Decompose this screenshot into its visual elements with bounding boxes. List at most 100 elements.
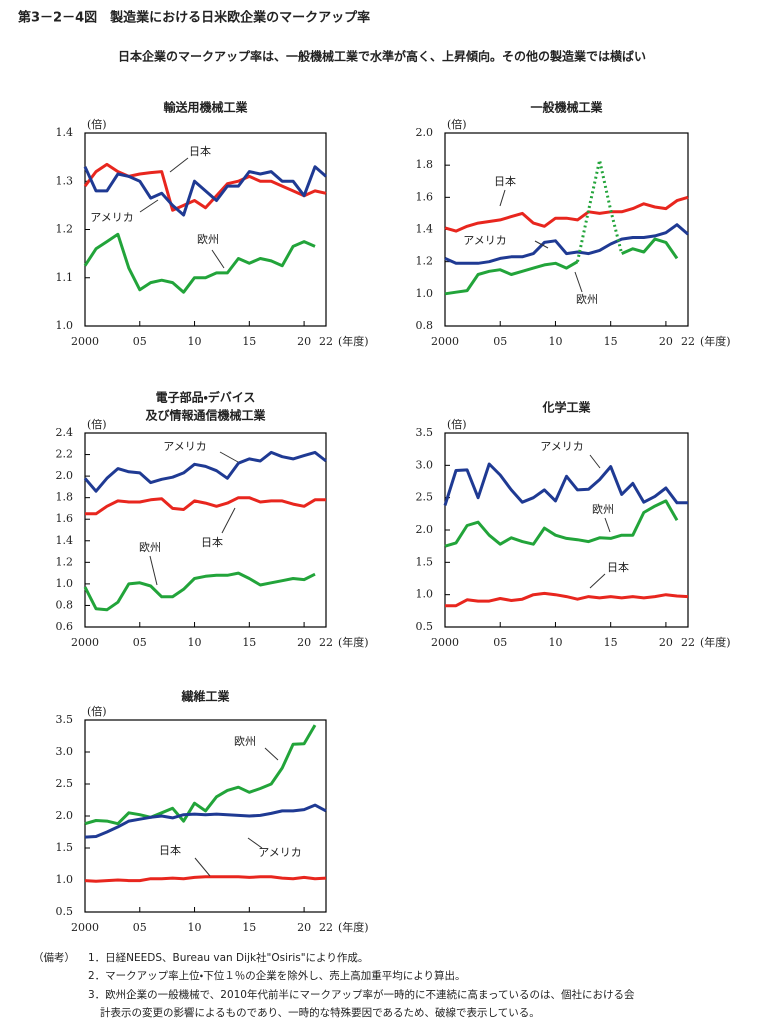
x-tick-label: 20 xyxy=(297,636,311,649)
leader-line xyxy=(264,747,279,761)
x-tick-label: 05 xyxy=(133,921,147,934)
series-label: 欧州 xyxy=(592,502,614,516)
y-tick-label: 2.0 xyxy=(56,469,74,482)
x-tick-label: 22 xyxy=(681,636,695,649)
series-line xyxy=(83,165,327,217)
x-tick-label: 05 xyxy=(493,636,507,649)
leader-line xyxy=(221,507,236,534)
y-tick-label: 1.1 xyxy=(56,271,74,284)
series-label: アメリカ xyxy=(90,211,133,224)
x-tick-label: 2000 xyxy=(431,636,459,649)
y-tick-label: 3.5 xyxy=(416,426,434,439)
y-tick-label: 1.0 xyxy=(56,873,74,886)
y-tick-label: 1.5 xyxy=(416,555,434,568)
chart-title: 一般機械工業 xyxy=(530,100,603,115)
y-tick-label: 1.5 xyxy=(56,841,74,854)
y-tick-label: 1.0 xyxy=(56,577,74,590)
x-tick-label: 05 xyxy=(493,335,507,348)
series-line xyxy=(83,450,327,493)
y-tick-label: 2.0 xyxy=(416,126,434,139)
chart-title: 電子部品・デバイス xyxy=(156,390,256,405)
chart-title: 繊維工業 xyxy=(181,689,230,704)
y-tick-label: 2.5 xyxy=(56,777,74,790)
x-tick-label: 10 xyxy=(188,636,202,649)
plot-frame xyxy=(84,432,327,628)
y-tick-label: 1.3 xyxy=(56,174,74,187)
series-line xyxy=(444,499,679,548)
notes-label: （備考） xyxy=(33,952,75,964)
series-label: 日本 xyxy=(607,560,629,574)
x-tick-label: 2000 xyxy=(71,335,99,348)
y-tick-label: 3.0 xyxy=(416,458,434,471)
x-tick-label: 20 xyxy=(659,636,673,649)
x-tick-label: 10 xyxy=(548,636,562,649)
series-label: 欧州 xyxy=(576,292,598,306)
x-tick-label: 10 xyxy=(188,921,202,934)
x-tick-label: 10 xyxy=(188,335,202,348)
y-unit: (倍) xyxy=(447,418,467,431)
leader-line xyxy=(139,199,159,213)
leader-line xyxy=(149,555,158,586)
y-tick-label: 3.0 xyxy=(56,745,74,758)
x-tick-label: 15 xyxy=(604,636,618,649)
leader-line xyxy=(574,271,583,293)
series-line xyxy=(83,162,327,212)
y-tick-label: 2.5 xyxy=(416,491,434,504)
series-label: 日本 xyxy=(494,174,516,188)
x-tick-label: 20 xyxy=(297,921,311,934)
series-label: アメリカ xyxy=(258,846,301,859)
series-label: アメリカ xyxy=(463,234,506,247)
y-unit: (倍) xyxy=(87,418,107,431)
x-tick-label: 22 xyxy=(319,921,333,934)
note: 1．日経NEEDS、Bureau van Dijk社"Osiris"により作成。 xyxy=(88,951,368,964)
series-label: 欧州 xyxy=(234,734,256,748)
leader-line xyxy=(194,857,211,877)
y-tick-label: 1.2 xyxy=(56,555,74,568)
x-tick-label: 05 xyxy=(133,335,147,348)
series-line xyxy=(83,571,316,612)
x-tick-label: 2000 xyxy=(71,636,99,649)
note: 3．欧州企業の一般機械で、2010年代前半にマークアップ率が一時的に不連続に高ま… xyxy=(88,988,635,1001)
y-tick-label: 0.5 xyxy=(416,620,434,633)
series-label: アメリカ xyxy=(540,440,583,453)
leader-line xyxy=(211,249,225,269)
chart-title: 及び情報通信機械工業 xyxy=(145,408,266,423)
y-tick-label: 3.5 xyxy=(56,713,74,726)
y-tick-label: 1.0 xyxy=(56,319,74,332)
leader-line xyxy=(219,451,239,463)
plot-frame xyxy=(84,132,327,327)
x-tick-label: 05 xyxy=(133,636,147,649)
y-tick-label: 2.2 xyxy=(56,448,74,461)
y-unit: (倍) xyxy=(87,118,107,131)
x-unit: (年度) xyxy=(338,635,369,649)
note: 計表示の変更の影響によるものであり、一時的な特殊要因であるため、破線で表示してい… xyxy=(100,1006,540,1019)
leader-line xyxy=(247,837,263,849)
x-tick-label: 22 xyxy=(681,335,695,348)
series-line xyxy=(83,232,316,294)
y-tick-label: 1.0 xyxy=(416,588,434,601)
figure-title: 第3－2－4図 製造業における日米欧企業のマークアップ率 xyxy=(17,10,370,26)
x-tick-label: 10 xyxy=(548,335,562,348)
leader-line xyxy=(169,157,189,173)
y-tick-label: 1.4 xyxy=(56,126,74,139)
x-tick-label: 2000 xyxy=(431,335,459,348)
x-tick-label: 15 xyxy=(242,335,256,348)
leader-line xyxy=(589,573,606,589)
y-tick-label: 0.6 xyxy=(56,620,74,633)
y-tick-label: 1.4 xyxy=(416,223,434,236)
series-line xyxy=(444,237,679,296)
series-line xyxy=(84,803,327,839)
x-unit: (年度) xyxy=(338,334,369,348)
x-tick-label: 22 xyxy=(319,335,333,348)
y-tick-label: 0.8 xyxy=(56,598,74,611)
chart-title: 化学工業 xyxy=(541,400,591,415)
y-tick-label: 1.6 xyxy=(56,512,74,525)
series-line xyxy=(444,195,689,233)
x-tick-label: 2000 xyxy=(71,921,99,934)
y-tick-label: 1.8 xyxy=(56,491,74,504)
x-tick-label: 22 xyxy=(319,636,333,649)
series-line xyxy=(85,496,326,516)
series-label: 日本 xyxy=(201,535,223,549)
series-line xyxy=(576,158,624,263)
